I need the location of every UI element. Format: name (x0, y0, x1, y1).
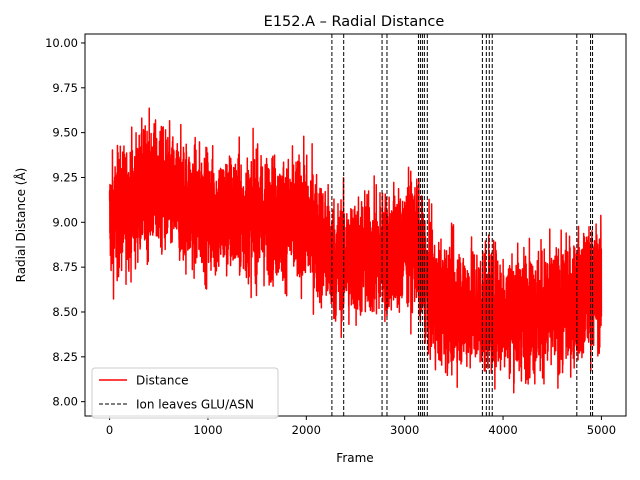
y-tick-label: 9.25 (52, 170, 78, 184)
legend-label-distance: Distance (136, 374, 188, 388)
legend-label-events: Ion leaves GLU/ASN (136, 398, 254, 412)
x-tick-label: 0 (106, 423, 113, 437)
chart-title: E152.A – Radial Distance (264, 14, 445, 30)
y-tick-label: 9.00 (52, 215, 78, 229)
y-tick-label: 8.75 (52, 260, 78, 274)
y-tick-label: 9.75 (52, 81, 78, 95)
x-tick-label: 1000 (193, 423, 222, 437)
y-tick-label: 9.50 (52, 126, 78, 140)
plot-frame (84, 33, 627, 417)
x-axis-label: Frame (336, 451, 373, 465)
x-tick-label: 5000 (587, 423, 616, 437)
x-tick-label: 4000 (488, 423, 517, 437)
legend: Distance Ion leaves GLU/ASN (91, 367, 279, 419)
distance-series-line (108, 107, 603, 394)
x-tick-label: 2000 (292, 423, 321, 437)
plot-series-layer (108, 107, 603, 394)
y-tick-label: 10.00 (45, 36, 78, 50)
y-tick-label: 8.25 (52, 350, 78, 364)
event-lines-layer (331, 34, 594, 416)
axes-layer: 0 1000 2000 3000 4000 5000 8.00 8.25 8.50 8.75 9.0… (45, 36, 616, 437)
legend-box (91, 367, 279, 419)
y-tick-label: 8.50 (52, 305, 78, 319)
x-tick-label: 3000 (390, 423, 419, 437)
y-tick-label: 8.00 (52, 395, 78, 409)
y-axis-label: Radial Distance (Å) (13, 168, 28, 283)
